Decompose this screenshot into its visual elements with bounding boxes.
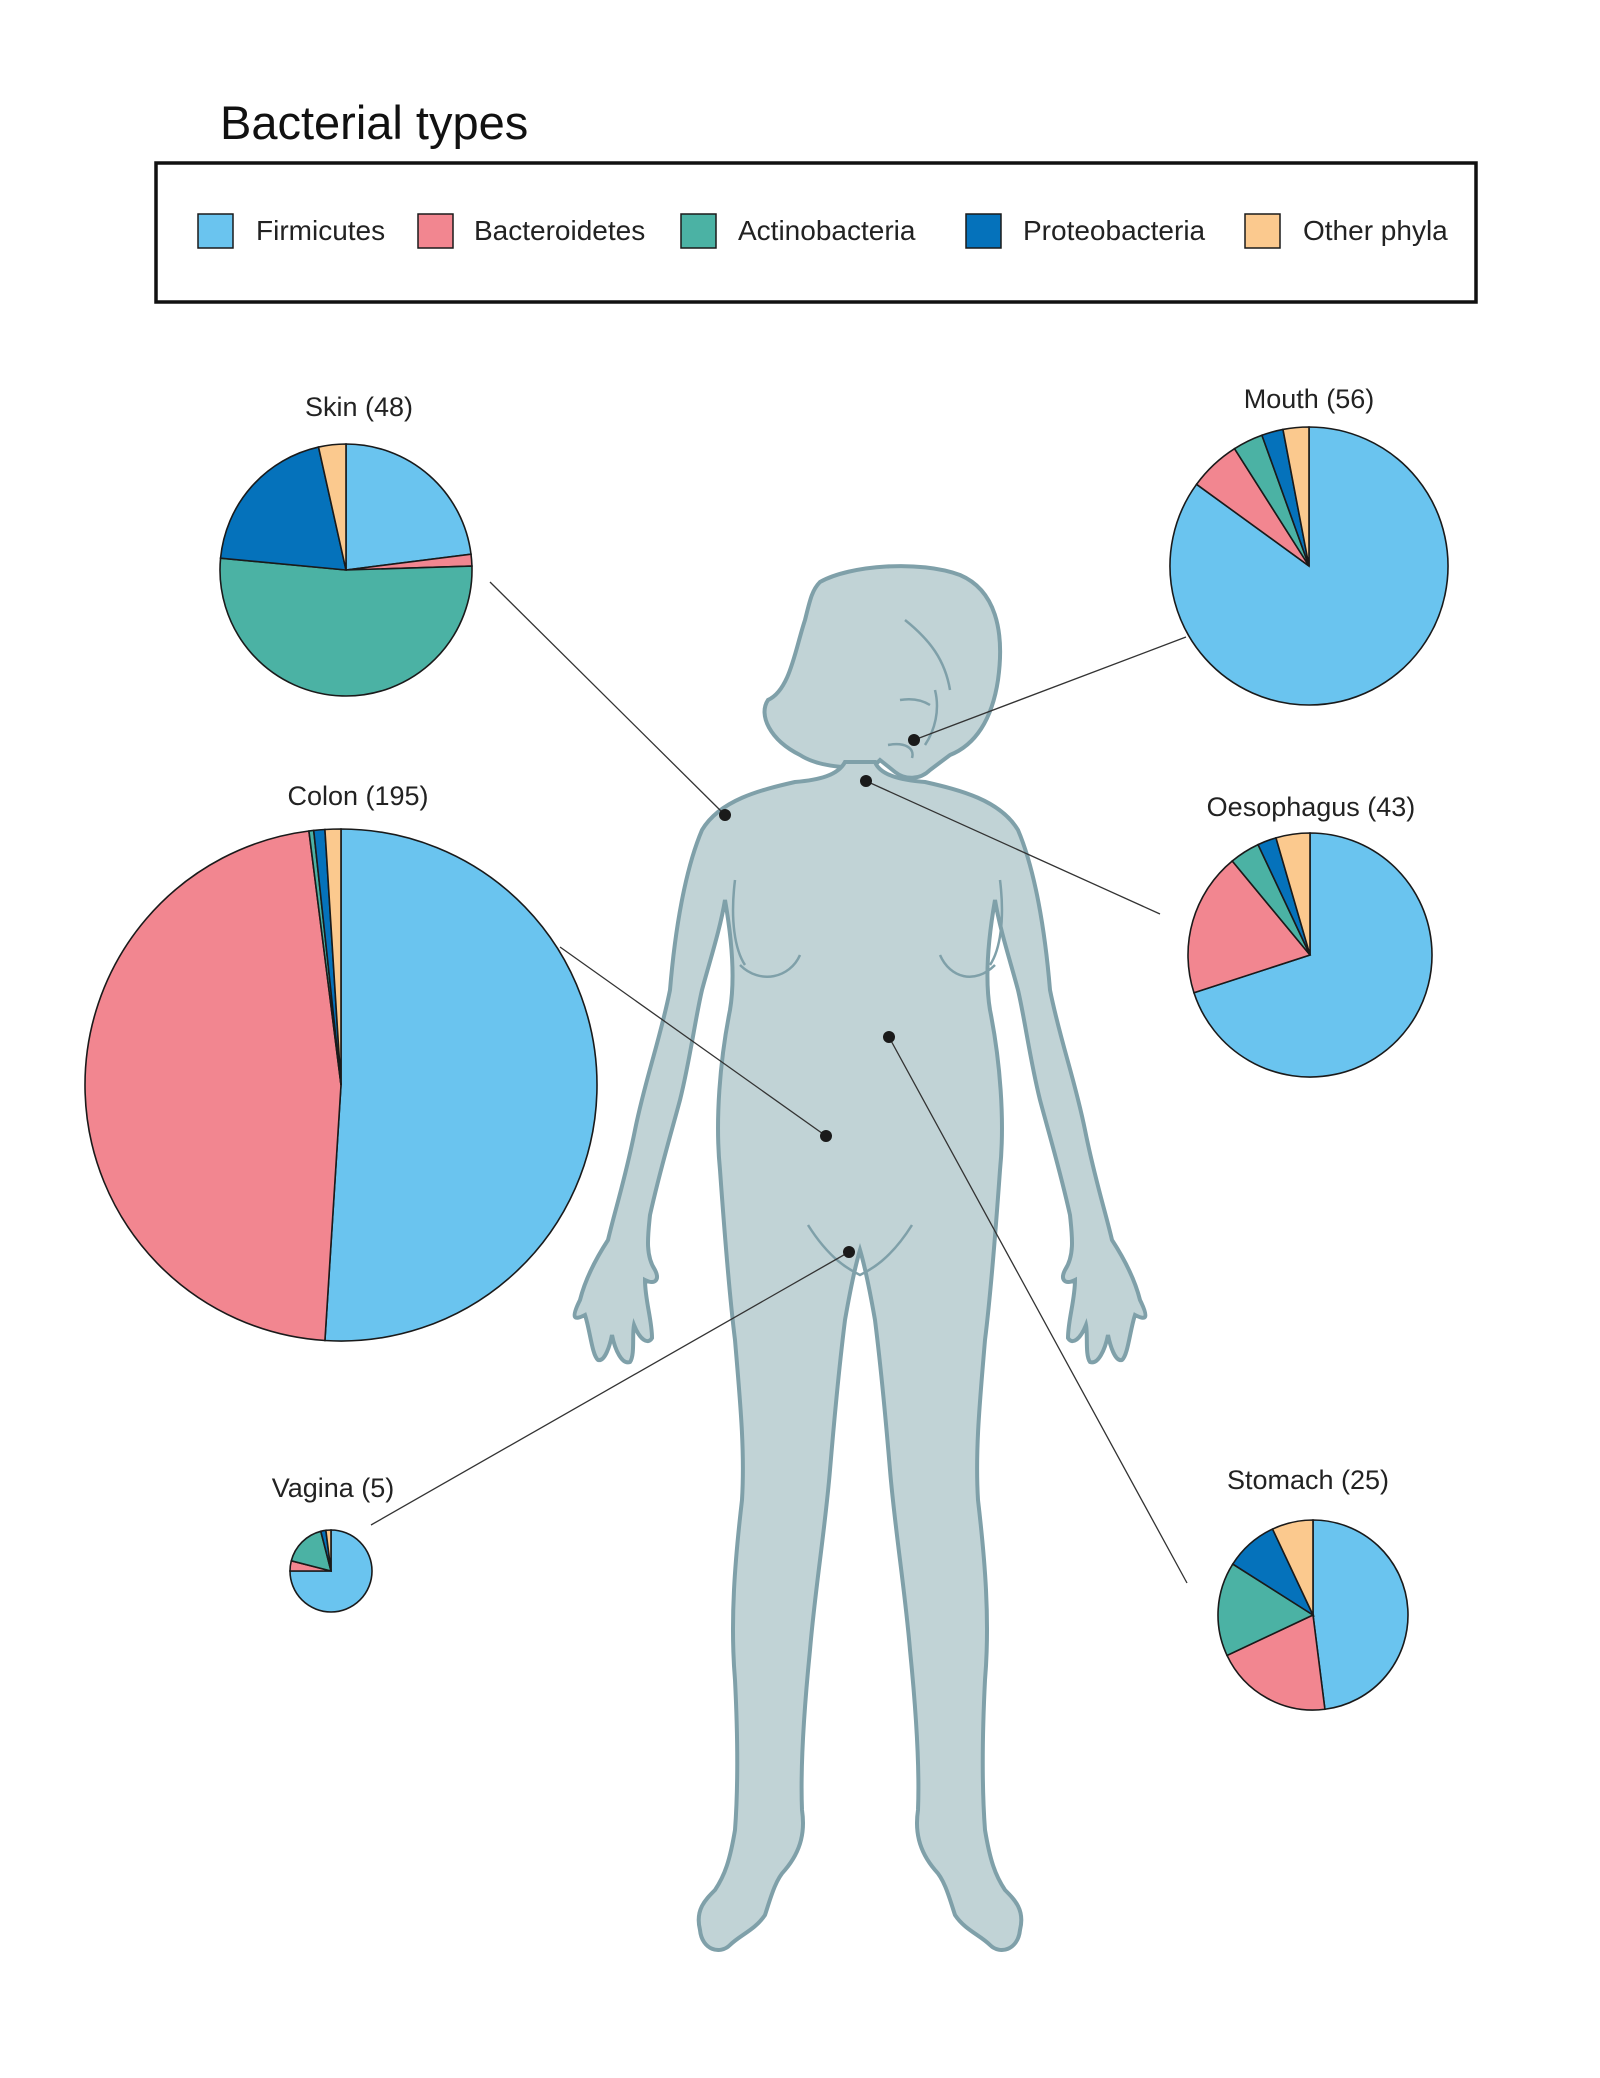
pie-slice-skin-proteobacteria [219,446,348,571]
human-body-illustration [572,564,1148,1952]
legend-label-proteobacteria: Proteobacteria [1023,215,1206,246]
head-hair [762,564,1003,780]
pie-slice-vagina-other-phyla [324,1529,332,1572]
leader-line-mouth [913,636,1187,741]
pie-oesophagus [1187,832,1433,1078]
leader-line-colon [559,946,827,1137]
leader-lines [370,581,1188,1584]
pie-label-skin: Skin (48) [305,392,413,422]
pie-slice-colon-firmicutes [324,828,598,1342]
legend: Firmicutes Bacteroidetes Actinobacteria … [154,161,1478,304]
body-silhouette [572,760,1148,1952]
body-point-vagina [843,1246,855,1258]
body-point-stomach [883,1031,895,1043]
pie-label-mouth: Mouth (56) [1244,384,1375,414]
legend-swatch-actinobacteria [680,213,717,249]
pie-vagina [289,1529,373,1613]
pie-slice-mouth-firmicutes [1169,426,1449,706]
pie-mouth [1169,426,1449,706]
legend-swatch-firmicutes [197,213,234,249]
legend-box [154,161,1478,304]
chart-title: Bacterial types [220,96,528,149]
legend-item-bacteroidetes: Bacteroidetes [417,213,645,249]
leader-line-vagina [370,1251,850,1526]
pie-slice-stomach-actinobacteria [1217,1562,1315,1657]
legend-item-other-phyla: Other phyla [1244,213,1448,249]
chest-detail [731,879,1004,978]
pie-slice-colon-other-phyla [324,828,342,1086]
pie-slice-colon-bacteroidetes [84,830,342,1342]
pie-label-colon: Colon (195) [287,781,428,811]
legend-swatch-bacteroidetes [417,213,454,249]
pie-slice-skin-other-phyla [317,443,347,571]
pie-colon [84,828,598,1342]
leader-line-stomach [888,1036,1188,1584]
legend-item-actinobacteria: Actinobacteria [680,213,916,249]
pie-slice-stomach-other-phyla [1271,1519,1314,1616]
legend-swatch-other-phyla [1244,213,1281,249]
pie-slice-oesophagus-other-phyla [1274,832,1311,956]
pie-slice-oesophagus-bacteroidetes [1187,859,1312,994]
pie-slice-oesophagus-firmicutes [1192,832,1433,1078]
pie-label-stomach: Stomach (25) [1227,1465,1389,1495]
pie-charts [84,426,1449,1711]
pie-slice-mouth-other-phyla [1282,426,1310,567]
leader-line-oesophagus [865,780,1161,915]
body-point-skin [719,809,731,821]
pie-label-oesophagus: Oesophagus (43) [1207,792,1416,822]
hip-detail [806,1224,914,1277]
pie-skin [219,443,473,697]
legend-label-other-phyla: Other phyla [1303,215,1448,246]
legend-swatch-proteobacteria [965,213,1002,249]
pie-stomach [1217,1519,1409,1711]
pie-slice-vagina-actinobacteria [290,1530,333,1573]
body-point-oesophagus [860,775,872,787]
legend-item-proteobacteria: Proteobacteria [965,213,1206,249]
pie-slice-stomach-firmicutes [1312,1519,1409,1711]
legend-label-firmicutes: Firmicutes [256,215,385,246]
legend-label-bacteroidetes: Bacteroidetes [474,215,645,246]
body-point-mouth [908,734,920,746]
pie-slice-skin-firmicutes [345,443,472,571]
body-point-colon [820,1130,832,1142]
pie-label-vagina: Vagina (5) [272,1473,395,1503]
pie-slice-vagina-firmicutes [289,1529,373,1613]
pie-slice-skin-actinobacteria [219,557,473,697]
pie-slice-stomach-bacteroidetes [1225,1613,1326,1711]
legend-item-firmicutes: Firmicutes [197,213,385,249]
leader-line-skin [489,581,726,816]
legend-label-actinobacteria: Actinobacteria [738,215,916,246]
face-detail [887,619,952,759]
